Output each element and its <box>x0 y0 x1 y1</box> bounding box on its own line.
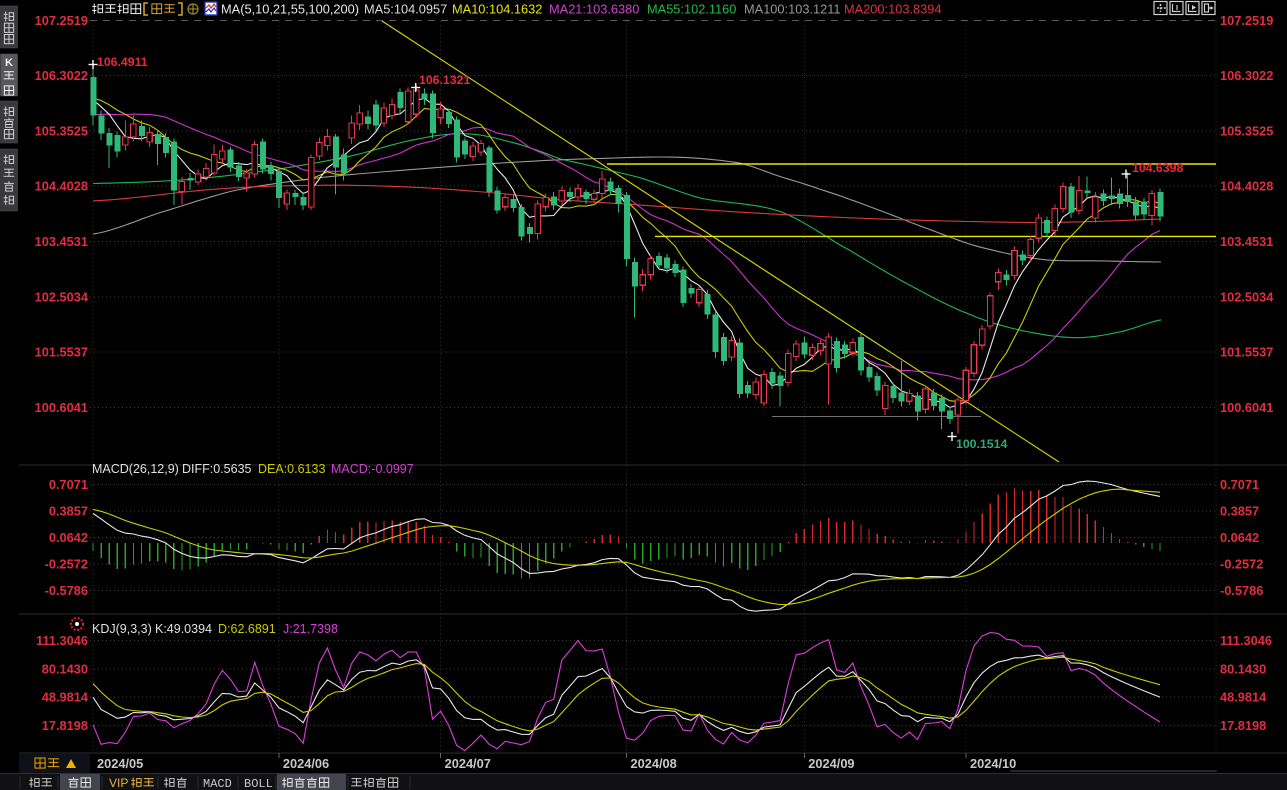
svg-text:D:62.6891: D:62.6891 <box>218 622 276 636</box>
svg-text:MA5:104.0957: MA5:104.0957 <box>364 2 447 17</box>
svg-text:-0.5786: -0.5786 <box>45 583 88 598</box>
svg-text:2024/09: 2024/09 <box>808 756 854 771</box>
svg-text:104.4028: 104.4028 <box>35 179 88 194</box>
svg-text:106.4911: 106.4911 <box>97 55 148 69</box>
svg-text:17.8198: 17.8198 <box>42 718 88 733</box>
svg-text:0.3857: 0.3857 <box>49 504 88 519</box>
svg-text:0.3857: 0.3857 <box>1220 504 1259 519</box>
svg-text:MA200:103.8394: MA200:103.8394 <box>844 2 941 17</box>
svg-text:105.3525: 105.3525 <box>35 123 88 138</box>
svg-text:100.1514: 100.1514 <box>956 437 1007 451</box>
svg-text:MA55:102.1160: MA55:102.1160 <box>647 2 736 17</box>
svg-text:MA100:103.1211: MA100:103.1211 <box>744 2 841 17</box>
svg-text:107.2519: 107.2519 <box>35 13 88 28</box>
svg-text:-0.2572: -0.2572 <box>45 557 88 572</box>
svg-text:103.4531: 103.4531 <box>1220 234 1273 249</box>
svg-text:2024/07: 2024/07 <box>445 756 491 771</box>
svg-text:K: K <box>5 57 13 69</box>
svg-text:2024/05: 2024/05 <box>97 756 143 771</box>
svg-text:103.4531: 103.4531 <box>35 234 88 249</box>
svg-text:106.1321: 106.1321 <box>419 73 470 87</box>
svg-text:MA(5,10,21,55,100,200): MA(5,10,21,55,100,200) <box>221 2 359 17</box>
svg-text:102.5034: 102.5034 <box>35 289 89 304</box>
svg-text:K:49.0394: K:49.0394 <box>155 622 212 636</box>
svg-text:101.5537: 101.5537 <box>35 345 88 360</box>
svg-text:80.1430: 80.1430 <box>1220 661 1266 676</box>
svg-text:106.3022: 106.3022 <box>35 68 88 83</box>
svg-text:DIFF:0.5635: DIFF:0.5635 <box>182 462 252 476</box>
svg-text:MA10:104.1632: MA10:104.1632 <box>452 2 542 17</box>
svg-text:104.6398: 104.6398 <box>1132 161 1183 175</box>
svg-text:106.3022: 106.3022 <box>1220 68 1273 83</box>
svg-text:KDJ(9,3,3): KDJ(9,3,3) <box>92 622 152 636</box>
svg-text:2024/06: 2024/06 <box>283 756 329 771</box>
svg-text:VIP: VIP <box>109 776 128 790</box>
svg-text:0.7071: 0.7071 <box>49 477 88 492</box>
svg-text:0.0642: 0.0642 <box>1220 530 1259 545</box>
svg-text:DEA:0.6133: DEA:0.6133 <box>258 462 325 476</box>
svg-text:2024/10: 2024/10 <box>970 756 1016 771</box>
svg-text:0.0642: 0.0642 <box>49 530 88 545</box>
svg-text:MACD:-0.0997: MACD:-0.0997 <box>331 462 414 476</box>
svg-text:104.4028: 104.4028 <box>1220 179 1273 194</box>
svg-text:BOLL: BOLL <box>244 777 273 790</box>
svg-text:100.6041: 100.6041 <box>1220 400 1273 415</box>
svg-text:100.6041: 100.6041 <box>35 400 88 415</box>
svg-text:MACD(26,12,9): MACD(26,12,9) <box>92 462 179 476</box>
svg-text:111.3046: 111.3046 <box>36 633 88 648</box>
svg-text:105.3525: 105.3525 <box>1220 123 1273 138</box>
svg-text:101.5537: 101.5537 <box>1220 345 1273 360</box>
svg-text:102.5034: 102.5034 <box>1220 289 1274 304</box>
svg-text:-0.5786: -0.5786 <box>1220 583 1263 598</box>
svg-text:111.3046: 111.3046 <box>1220 633 1272 648</box>
svg-text:80.1430: 80.1430 <box>42 661 88 676</box>
svg-text:MA21:103.6380: MA21:103.6380 <box>549 2 639 17</box>
svg-text:48.9814: 48.9814 <box>1220 690 1267 705</box>
svg-text:J:21.7398: J:21.7398 <box>283 622 338 636</box>
svg-text:48.9814: 48.9814 <box>42 690 89 705</box>
svg-text:-0.2572: -0.2572 <box>1220 557 1263 572</box>
svg-text:0.7071: 0.7071 <box>1220 477 1259 492</box>
svg-text:17.8198: 17.8198 <box>1220 718 1266 733</box>
svg-text:2024/08: 2024/08 <box>631 756 677 771</box>
svg-text:107.2519: 107.2519 <box>1220 13 1273 28</box>
svg-text:MACD: MACD <box>203 777 232 790</box>
